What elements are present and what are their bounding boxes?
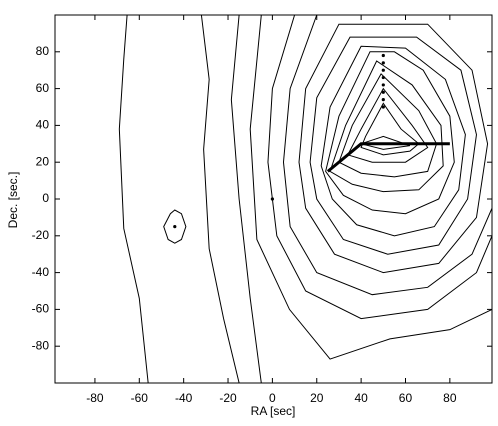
point [381, 75, 385, 80]
ridge-line [326, 142, 450, 173]
y-tick-label: -40 [32, 265, 50, 279]
y-tick-label: 80 [36, 44, 50, 58]
y-tick-label: 20 [36, 154, 50, 168]
y-tick-label: 60 [36, 81, 50, 95]
x-tick-label: -20 [219, 391, 237, 405]
point [381, 53, 385, 58]
x-tick-label: -80 [86, 391, 104, 405]
contour-line [309, 36, 477, 255]
point [270, 197, 274, 201]
x-tick-label: 0 [269, 391, 276, 405]
point [381, 98, 385, 102]
x-tick-label: 20 [310, 391, 324, 405]
contour-line [163, 209, 187, 244]
contour-line [200, 15, 240, 383]
contour-line [329, 60, 444, 193]
point [173, 225, 177, 229]
contour-line [230, 15, 262, 383]
point [381, 68, 385, 72]
contour-line [338, 73, 438, 178]
x-tick-label: 40 [354, 391, 368, 405]
y-tick-label: 0 [42, 191, 49, 205]
x-tick-label: 60 [399, 391, 413, 405]
point [381, 61, 385, 65]
x-axis-label: RA [sec] [251, 404, 296, 418]
contour-line [347, 87, 429, 163]
x-tick-label: -40 [175, 391, 193, 405]
contour-line [298, 23, 489, 274]
y-axis-label: Dec. [sec.] [6, 172, 20, 229]
point [381, 90, 385, 94]
y-tick-label: -20 [32, 228, 50, 242]
contour-line [118, 15, 149, 383]
contour-line [282, 15, 492, 296]
contour-line [360, 102, 420, 156]
y-tick-label: -80 [32, 338, 50, 352]
contour-line [359, 135, 411, 150]
point [381, 83, 385, 87]
contour-line [320, 45, 466, 237]
point [381, 105, 385, 109]
contour-line [249, 15, 492, 360]
y-tick-label: 40 [36, 118, 50, 132]
x-tick-label: 80 [443, 391, 457, 405]
x-tick-label: -60 [131, 391, 149, 405]
y-tick-label: -60 [32, 302, 50, 316]
contour-line [267, 15, 492, 320]
contour-line [325, 51, 455, 215]
